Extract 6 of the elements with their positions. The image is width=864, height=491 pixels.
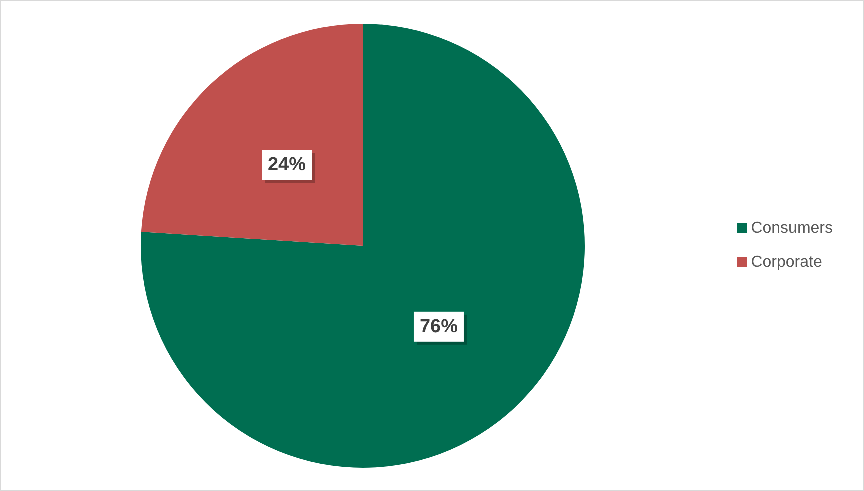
pie-slice xyxy=(141,24,363,246)
data-label: 24% xyxy=(268,154,306,176)
data-label: 76% xyxy=(420,316,458,338)
legend-label: Corporate xyxy=(751,254,822,270)
pie-slice xyxy=(141,24,585,468)
legend-label: Consumers xyxy=(751,220,833,236)
